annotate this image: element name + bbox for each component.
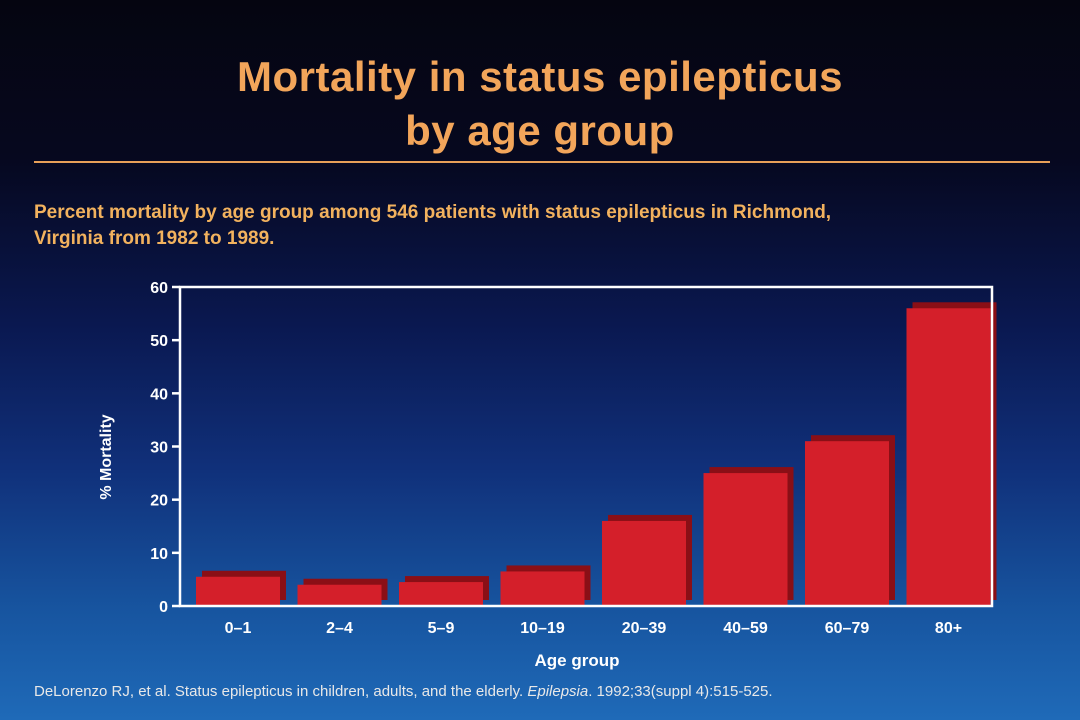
x-axis-label: Age group <box>535 651 620 670</box>
bar-5 <box>602 514 692 606</box>
bar-1 <box>196 570 286 606</box>
x-tick-label: 80+ <box>935 620 962 637</box>
bar-7 <box>805 435 895 606</box>
x-tick-label: 40–59 <box>723 620 768 637</box>
x-axis: 0–1 2–4 5–9 10–19 20–39 40–59 60–79 80+ <box>225 620 962 637</box>
x-tick-label: 20–39 <box>622 620 667 637</box>
bar-face <box>906 308 991 606</box>
x-tick-label: 2–4 <box>326 620 353 637</box>
bar-2 <box>297 578 388 606</box>
slide-title-line-1: Mortality in status epilepticus <box>237 53 843 100</box>
y-tick-label: 60 <box>150 280 168 297</box>
bar-face <box>297 584 382 606</box>
y-axis: 0 10 20 30 40 50 60 <box>150 280 180 616</box>
bar-face <box>703 473 788 606</box>
x-tick-label: 10–19 <box>520 620 565 637</box>
x-tick-label: 5–9 <box>428 620 455 637</box>
source-citation: DeLorenzo RJ, et al. Status epilepticus … <box>34 682 1054 702</box>
y-tick-label: 10 <box>150 546 168 563</box>
subtitle-line-2: Virginia from 1982 to 1989. <box>34 228 275 249</box>
citation-journal: Epilepsia <box>527 683 589 700</box>
subtitle-line-1: Percent mortality by age group among 546… <box>34 202 832 223</box>
bar-6 <box>703 467 794 606</box>
bar-face <box>196 576 280 606</box>
y-tick-label: 40 <box>150 386 168 403</box>
y-tick-label: 20 <box>150 493 168 510</box>
slide-title-line-2: by age group <box>405 107 675 154</box>
x-tick-label: 0–1 <box>225 620 252 637</box>
x-tick-label: 60–79 <box>825 620 870 637</box>
y-tick-label: 30 <box>150 440 168 457</box>
y-tick-label: 0 <box>159 599 168 616</box>
title-divider <box>34 161 1050 163</box>
bars-layer <box>196 302 997 606</box>
y-tick-label: 50 <box>150 333 168 350</box>
bar-8 <box>906 302 997 606</box>
bar-4 <box>500 565 591 606</box>
chart-subtitle: Percent mortality by age group among 546… <box>34 200 1044 252</box>
bar-face <box>805 441 889 606</box>
bar-face <box>399 582 483 606</box>
bar-3 <box>399 576 489 606</box>
citation-text: DeLorenzo RJ, et al. Status epilepticus … <box>34 683 528 700</box>
bar-face <box>500 571 585 606</box>
bar-face <box>602 520 686 606</box>
y-axis-label: % Mortality <box>98 414 115 499</box>
slide-title: Mortality in status epilepticus by age g… <box>0 50 1080 158</box>
citation-details: . 1992;33(suppl 4):515-525. <box>588 683 773 700</box>
